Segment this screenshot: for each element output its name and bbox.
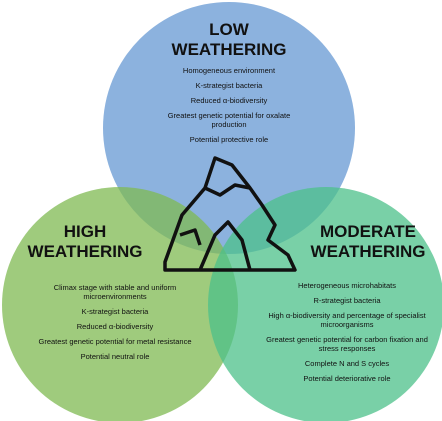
item: Greatest genetic potential for oxalate p… (154, 111, 304, 129)
item: Potential deteriorative role (258, 374, 436, 383)
title-line: WEATHERING (10, 242, 160, 262)
item: K-strategist bacteria (154, 81, 304, 90)
item: Homogeneous environment (154, 66, 304, 75)
item: Greatest genetic potential for metal res… (30, 337, 200, 346)
title: MODERATE WEATHERING (295, 222, 441, 262)
item-list: Climax stage with stable and uniform mic… (30, 283, 200, 367)
item: K-strategist bacteria (30, 307, 200, 316)
title-line: MODERATE (295, 222, 441, 242)
venn-diagram: LOW WEATHERING HIGH WEATHERING MODERATE … (0, 0, 442, 421)
title-line: WEATHERING (149, 40, 309, 60)
item: Potential protective role (154, 135, 304, 144)
item: Greatest genetic potential for carbon fi… (258, 335, 436, 353)
item: Heterogeneous microhabitats (258, 281, 436, 290)
item: High α-biodiversity and percentage of sp… (258, 311, 436, 329)
item: Climax stage with stable and uniform mic… (30, 283, 200, 301)
title-line: WEATHERING (295, 242, 441, 262)
item: Reduced α-biodiversity (154, 96, 304, 105)
title-line: HIGH (10, 222, 160, 242)
item: Complete N and S cycles (258, 359, 436, 368)
item: Potential neutral role (30, 352, 200, 361)
item-list: Homogeneous environment K-strategist bact… (154, 66, 304, 150)
item: R-strategist bacteria (258, 296, 436, 305)
title: LOW WEATHERING (149, 20, 309, 60)
item: Reduced α-biodiversity (30, 322, 200, 331)
title-line: LOW (149, 20, 309, 40)
title: HIGH WEATHERING (10, 222, 160, 262)
item-list: Heterogeneous microhabitats R-strategist … (258, 281, 436, 389)
